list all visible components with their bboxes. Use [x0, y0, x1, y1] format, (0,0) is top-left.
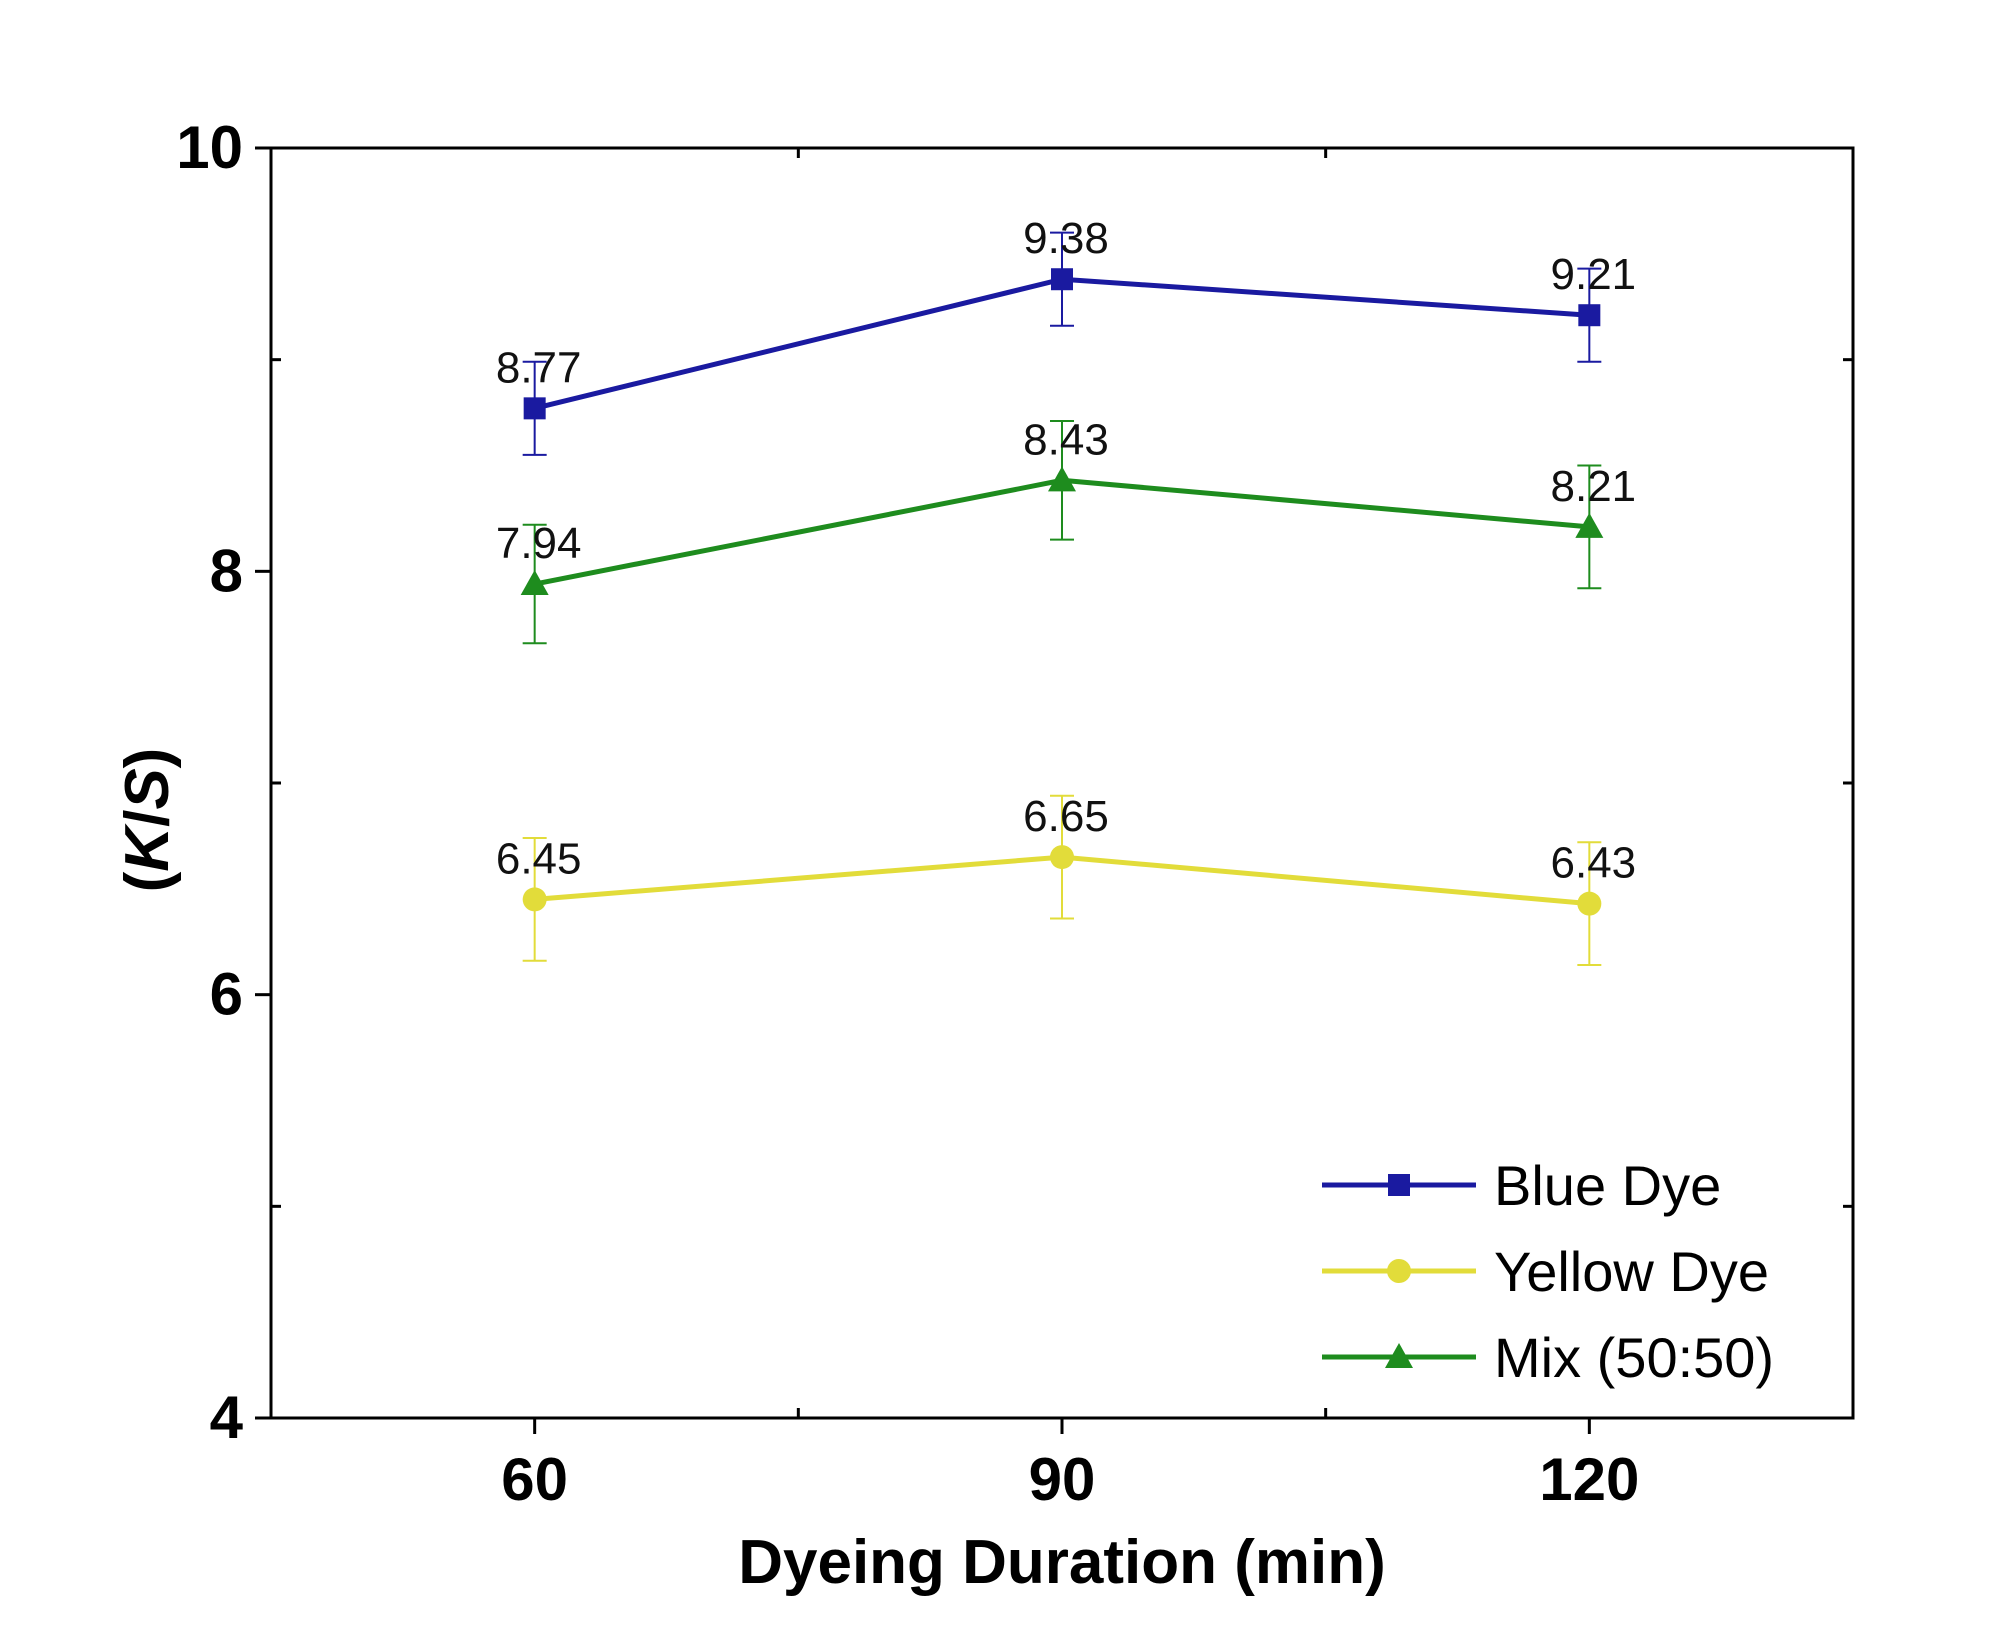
legend-label: Yellow Dye [1494, 1240, 1769, 1303]
legend-swatch-marker [1388, 1174, 1410, 1196]
data-point [1050, 845, 1074, 870]
data-label: 9.21 [1551, 250, 1637, 299]
legend-swatch-marker [1385, 1343, 1413, 1368]
data-point [1051, 268, 1073, 291]
series-yellow-dye: 6.45 6.65 6.43 [496, 792, 1637, 967]
plot-frame [269, 146, 1855, 1420]
y-tick-label: 6 [210, 961, 243, 1028]
data-label: 8.21 [1551, 462, 1637, 511]
y-axis-title-close: ) [113, 748, 182, 769]
data-point [522, 887, 547, 912]
x-axis: 60 90 120 [269, 148, 1855, 1513]
series-blue-dye: 8.77 9.38 9.21 [496, 214, 1637, 456]
data-label: 9.38 [1023, 214, 1109, 263]
y-tick-label: 8 [210, 537, 243, 604]
legend-item: Mix (50:50) [1322, 1326, 1774, 1389]
data-label: 6.45 [496, 834, 582, 883]
series-mix-50-50: 7.94 8.43 8.21 [496, 415, 1637, 645]
legend-label: Blue Dye [1494, 1154, 1721, 1217]
legend-item: Yellow Dye [1322, 1240, 1769, 1303]
legend-item: Blue Dye [1322, 1154, 1721, 1217]
legend-swatch-marker [1387, 1259, 1411, 1283]
y-axis-title-s: S [113, 768, 182, 809]
y-axis: 4 6 8 10 [176, 114, 1853, 1451]
legend-label: Mix (50:50) [1494, 1326, 1774, 1389]
x-tick-label: 120 [1539, 1446, 1639, 1513]
y-tick-label: 10 [176, 114, 243, 181]
y-axis-title-open: ( [113, 871, 182, 892]
x-tick-label: 90 [1029, 1446, 1096, 1513]
data-point [523, 397, 546, 420]
data-label: 6.65 [1023, 792, 1109, 841]
legend: Blue Dye Yellow Dye Mix (50:50) [1322, 1154, 1774, 1389]
data-point [1578, 304, 1601, 327]
data-label: 8.77 [496, 343, 582, 392]
y-axis-title-slash: / [113, 810, 182, 827]
x-tick-label: 60 [501, 1446, 568, 1513]
data-point [1577, 891, 1602, 916]
data-point [1575, 512, 1604, 538]
data-point [1048, 466, 1076, 492]
y-axis-title-k: K [113, 823, 182, 872]
x-axis-title: Dyeing Duration (min) [738, 1528, 1386, 1597]
y-axis-title: (K/S) [113, 748, 182, 893]
data-point [520, 570, 549, 596]
data-label: 7.94 [496, 519, 582, 568]
data-label: 6.43 [1551, 839, 1637, 888]
y-tick-label: 4 [210, 1384, 244, 1451]
data-label: 8.43 [1023, 415, 1109, 464]
series-layer: 8.77 9.38 9.21 6.45 6.65 6.43 7.94 8.43 8.21 [496, 214, 1637, 967]
